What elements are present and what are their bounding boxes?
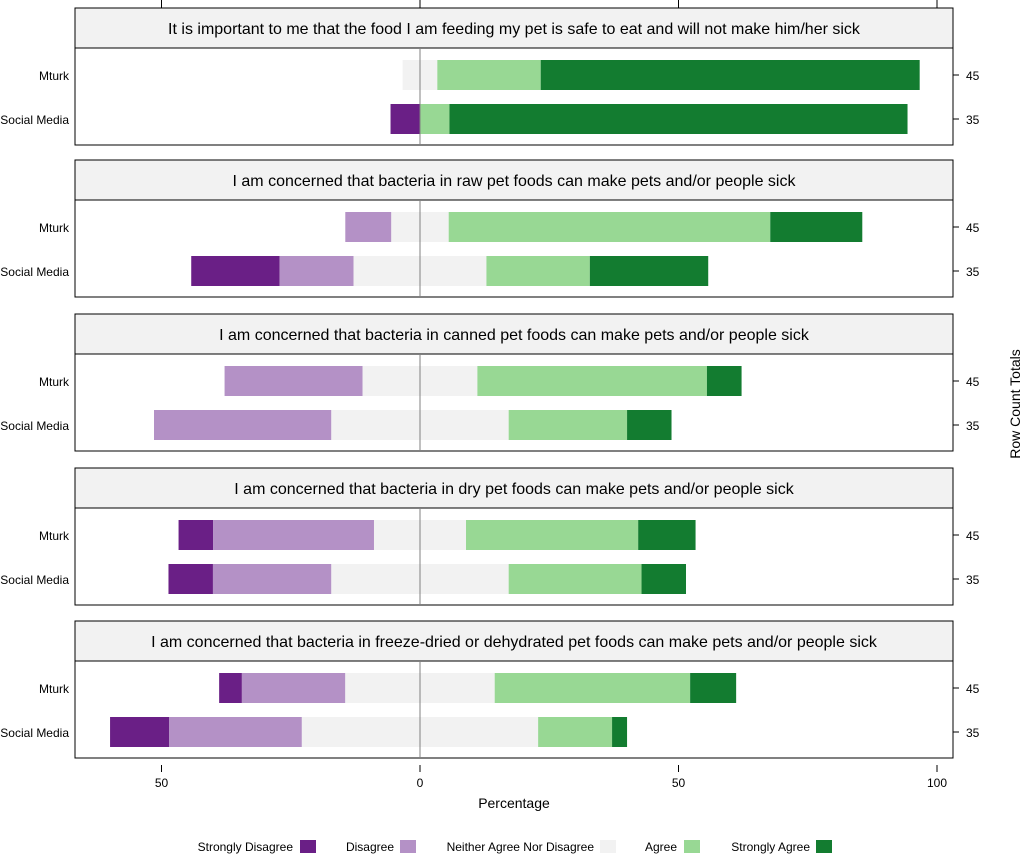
row-total: 35	[966, 265, 980, 279]
row-label: Social Media	[0, 419, 69, 433]
panel-strip	[74, 620, 954, 662]
legend-label: Strongly Disagree	[198, 840, 294, 854]
bar-segment	[449, 104, 908, 134]
x-axis: 50 0 50 100	[155, 765, 947, 790]
panel-title: I am concerned that bacteria in raw pet …	[233, 173, 797, 190]
panel-strip	[74, 313, 954, 355]
row-label: Mturk	[39, 69, 70, 83]
bar-segment	[154, 410, 332, 440]
bar-segment	[191, 256, 280, 286]
panel-title: I am concerned that bacteria in freeze-d…	[151, 634, 878, 651]
bar-segment	[494, 673, 691, 703]
row-total: 35	[966, 726, 980, 740]
legend-label: Agree	[645, 840, 677, 854]
legend-swatch	[300, 840, 316, 853]
bar-segment	[345, 212, 392, 242]
legend-swatch	[816, 840, 832, 853]
bar-segment	[477, 366, 707, 396]
x-tick-label: 50	[672, 776, 686, 790]
row-total: 45	[966, 69, 980, 83]
right-axis-label: Row Count Totals	[1007, 349, 1021, 458]
bar-segment	[641, 564, 686, 594]
x-tick-label: 0	[417, 776, 424, 790]
bar-segment	[178, 520, 214, 550]
panel-title: I am concerned that bacteria in dry pet …	[234, 481, 794, 498]
bar-segment	[638, 520, 696, 550]
bar-segment	[612, 717, 628, 747]
row-label: Social Media	[0, 265, 69, 279]
bar-segment	[589, 256, 709, 286]
bar-segment	[213, 520, 374, 550]
bar-segment	[448, 212, 771, 242]
panel: It is important to me that the food I am…	[0, 0, 980, 146]
row-label: Mturk	[39, 221, 70, 235]
bar-segment	[706, 366, 742, 396]
bar-segment	[690, 673, 737, 703]
row-label: Mturk	[39, 529, 70, 543]
bar-segment	[486, 256, 590, 286]
legend-swatch	[600, 840, 616, 853]
legend: Strongly Disagree Disagree Neither Agree N…	[198, 840, 832, 854]
bar-segment	[627, 410, 672, 440]
panel-strip	[74, 7, 954, 49]
bar-segment	[241, 673, 346, 703]
row-total: 45	[966, 682, 980, 696]
x-tick-label: 100	[927, 776, 947, 790]
bar-segment	[224, 366, 363, 396]
panels: It is important to me that the food I am…	[0, 0, 980, 759]
panel-title: I am concerned that bacteria in canned p…	[219, 327, 810, 344]
bar-segment	[437, 60, 541, 90]
bar-segment	[279, 256, 354, 286]
legend-item: Disagree	[346, 840, 416, 854]
bar-segment	[212, 564, 332, 594]
x-axis-label: Percentage	[478, 795, 550, 811]
legend-swatch	[400, 840, 416, 853]
panel-strip	[74, 467, 954, 509]
bar-segment	[168, 564, 213, 594]
bar-segment	[770, 212, 863, 242]
row-label: Mturk	[39, 682, 70, 696]
bar-segment	[219, 673, 242, 703]
bar-segment	[466, 520, 639, 550]
panel: I am concerned that bacteria in raw pet …	[0, 159, 980, 298]
legend-item: Strongly Disagree	[198, 840, 316, 854]
row-total: 45	[966, 529, 980, 543]
bar-segment	[110, 717, 169, 747]
panel: I am concerned that bacteria in freeze-d…	[0, 620, 980, 759]
row-label: Mturk	[39, 375, 70, 389]
bar-segment	[420, 104, 450, 134]
panel: I am concerned that bacteria in canned p…	[0, 313, 980, 452]
legend-label: Strongly Agree	[731, 840, 810, 854]
x-tick-label: 50	[155, 776, 169, 790]
bar-segment	[540, 60, 920, 90]
bar-segment	[538, 717, 613, 747]
legend-item: Strongly Agree	[731, 840, 832, 854]
legend-label: Disagree	[346, 840, 394, 854]
legend-swatch	[684, 840, 700, 853]
legend-label: Neither Agree Nor Disagree	[447, 840, 595, 854]
row-label: Social Media	[0, 726, 69, 740]
bar-segment	[508, 410, 628, 440]
row-total: 45	[966, 221, 980, 235]
bar-segment	[168, 717, 302, 747]
row-total: 45	[966, 375, 980, 389]
legend-item: Neither Agree Nor Disagree	[447, 840, 616, 854]
row-label: Social Media	[0, 573, 69, 587]
row-total: 35	[966, 113, 980, 127]
row-total: 35	[966, 419, 980, 433]
bar-segment	[508, 564, 642, 594]
legend-item: Agree	[645, 840, 700, 854]
panel: I am concerned that bacteria in dry pet …	[0, 467, 980, 606]
bar-segment	[390, 104, 420, 134]
row-total: 35	[966, 573, 980, 587]
panel-title: It is important to me that the food I am…	[168, 21, 861, 38]
row-label: Social Media	[0, 113, 69, 127]
